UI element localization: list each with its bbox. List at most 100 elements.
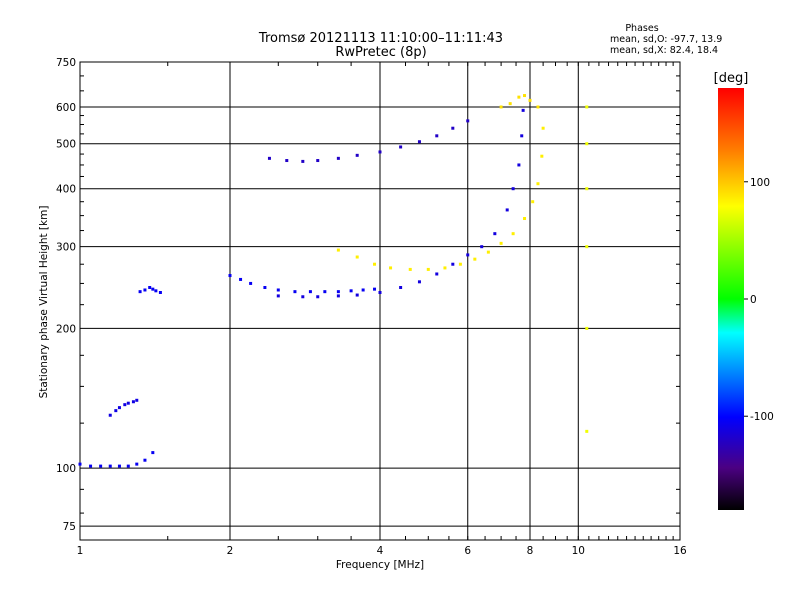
data-point [523, 217, 527, 221]
x-tick-label: 1 [77, 545, 84, 557]
data-point [361, 288, 365, 292]
data-point [135, 398, 139, 402]
data-point [408, 267, 412, 271]
data-point [473, 257, 477, 261]
data-point [131, 400, 135, 404]
data-point [466, 253, 470, 257]
data-point [249, 281, 253, 285]
data-point [114, 409, 118, 413]
data-point [301, 159, 305, 163]
x-tick-label: 8 [527, 545, 534, 557]
data-point [108, 464, 112, 468]
data-point [228, 274, 232, 278]
y-tick-label: 750 [56, 57, 76, 69]
data-point [276, 294, 280, 298]
data-point [585, 429, 589, 433]
data-point [239, 277, 243, 281]
data-point [451, 126, 455, 130]
colorbar-label: [deg] [714, 71, 749, 86]
data-points [78, 94, 589, 468]
y-tick-label: 300 [56, 242, 76, 254]
ticks: 1 2 4 6 8 10 16 75 100 200 300 400 500 600 750 [56, 57, 687, 557]
data-point [323, 290, 327, 294]
data-point [486, 250, 490, 254]
data-point [355, 293, 359, 297]
chart-subtitle: RwPretec (8p) [335, 45, 426, 60]
data-point [143, 458, 147, 462]
data-point [426, 267, 430, 271]
data-point [536, 182, 540, 186]
data-point [435, 272, 439, 276]
data-point [158, 290, 162, 294]
stats-line-x: mean, sd,X: 82.4, 18.4 [610, 45, 718, 56]
colorbar-tick-label: -100 [750, 411, 774, 423]
data-point [154, 289, 158, 293]
data-point [435, 134, 439, 138]
data-point [523, 94, 527, 98]
data-point [267, 156, 271, 160]
data-point [585, 245, 589, 249]
y-tick-label: 500 [56, 139, 76, 151]
data-point [585, 187, 589, 191]
data-point [458, 262, 462, 266]
x-tick-label: 2 [227, 545, 234, 557]
data-point [285, 159, 289, 163]
data-point [89, 464, 93, 468]
data-point [531, 200, 535, 204]
x-tick-label: 4 [377, 545, 384, 557]
data-point [521, 108, 525, 112]
data-point [135, 462, 139, 466]
data-point [389, 266, 393, 270]
data-point [336, 290, 340, 294]
x-tick-label: 10 [572, 545, 585, 557]
colorbar [718, 88, 744, 510]
data-point [151, 287, 155, 291]
data-point [541, 126, 545, 130]
data-point [151, 451, 155, 455]
data-point [480, 245, 484, 249]
data-point [493, 232, 497, 236]
data-point [399, 145, 403, 149]
x-tick-label: 16 [673, 545, 687, 557]
data-point [336, 156, 340, 160]
data-point [316, 295, 320, 299]
data-point [443, 266, 447, 270]
y-axis-label: Stationary phase Virtual Height [km] [38, 206, 50, 399]
data-point [585, 326, 589, 330]
data-point [528, 98, 532, 102]
data-point [520, 134, 524, 138]
data-point [78, 462, 82, 466]
data-point [143, 288, 147, 292]
data-point [417, 280, 421, 284]
data-point [451, 262, 455, 266]
data-point [126, 401, 130, 405]
data-point [148, 286, 152, 290]
data-point [585, 142, 589, 146]
x-tick-label: 6 [464, 545, 471, 557]
y-tick-label: 75 [63, 521, 76, 533]
data-point [399, 286, 403, 290]
stats-line-o: mean, sd,O: -97.7, 13.9 [610, 34, 722, 45]
x-axis-label: Frequency [MHz] [336, 559, 424, 571]
data-point [293, 290, 297, 294]
data-point [499, 241, 503, 245]
grid [80, 62, 680, 540]
colorbar-tick-label: 100 [750, 177, 770, 189]
data-point [517, 163, 521, 167]
colorbar-ticks: -100 0 100 [744, 177, 774, 423]
data-point [540, 154, 544, 158]
data-point [308, 290, 312, 294]
data-point [517, 95, 521, 99]
data-point [99, 464, 103, 468]
data-point [511, 187, 515, 191]
data-point [536, 105, 540, 109]
chart-title: Tromsø 20121113 11:10:00–11:11:43 [258, 31, 503, 46]
data-point [355, 255, 359, 259]
data-point [508, 102, 512, 106]
data-point [499, 105, 503, 109]
data-point [417, 140, 421, 144]
data-point [117, 406, 121, 410]
data-point [336, 248, 340, 252]
data-point [378, 150, 382, 154]
